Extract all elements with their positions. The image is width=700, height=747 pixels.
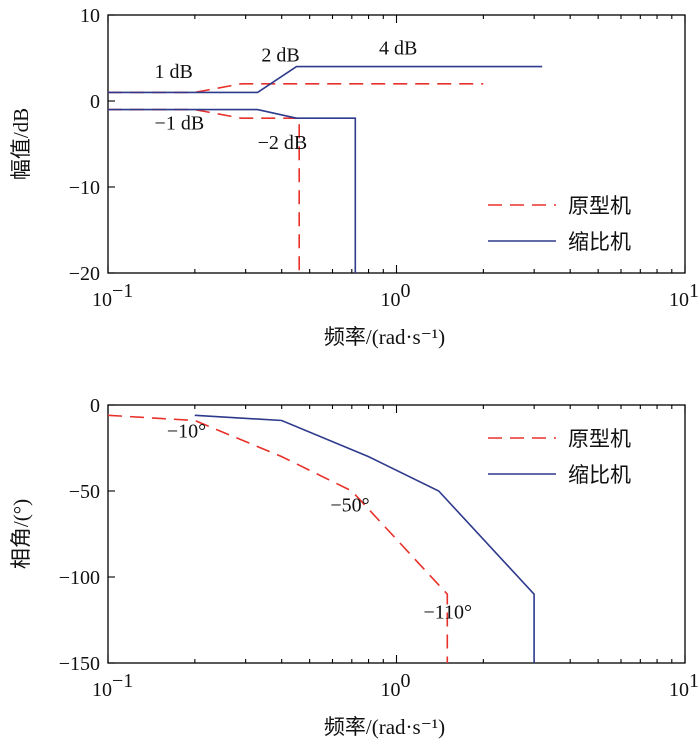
annotation-label: 4 dB — [379, 38, 417, 60]
annotation-label: −50° — [330, 495, 369, 517]
x-tick-label: 10 — [381, 289, 401, 311]
annotation-label: −1 dB — [155, 112, 205, 134]
x-tick-label: 10 — [92, 679, 112, 701]
y-axis-label: 相角/(°) — [9, 499, 33, 569]
x-axis-label: 频率/(rad·s⁻¹) — [324, 715, 445, 739]
y-tick-label: 0 — [90, 395, 100, 417]
annotation-label: 2 dB — [261, 44, 299, 66]
x-tick-exponent: 0 — [401, 280, 411, 302]
x-tick-label: 10 — [92, 289, 112, 311]
y-tick-label: −10 — [69, 177, 100, 199]
series-line-scaled — [108, 108, 357, 273]
y-tick-label: −20 — [69, 263, 100, 285]
x-tick-exponent: 1 — [689, 670, 699, 692]
x-tick-exponent: 1 — [689, 280, 699, 302]
y-tick-label: 10 — [80, 5, 100, 27]
series-line-scaled — [194, 414, 535, 663]
annotation-label: −10° — [167, 421, 206, 443]
y-tick-label: −150 — [59, 653, 100, 675]
annotation-label: −2 dB — [258, 132, 308, 154]
x-axis-label: 频率/(rad·s⁻¹) — [324, 325, 445, 349]
x-tick-exponent: −1 — [112, 670, 133, 692]
x-tick-label: 10 — [669, 679, 689, 701]
annotation-label: −110° — [423, 601, 472, 623]
legend-label: 缩比机 — [568, 463, 631, 487]
series-line-scaled — [108, 65, 543, 94]
series-line-prototype — [108, 414, 449, 663]
annotation-label: 1 dB — [155, 61, 193, 83]
y-tick-label: 0 — [90, 91, 100, 113]
y-tick-label: −100 — [59, 567, 100, 589]
legend-label: 缩比机 — [568, 230, 631, 254]
x-tick-exponent: −1 — [112, 280, 133, 302]
y-axis-label: 幅值/dB — [9, 108, 33, 180]
legend-label: 原型机 — [568, 427, 631, 451]
x-tick-exponent: 0 — [401, 670, 411, 692]
series-line-prototype — [108, 83, 484, 94]
legend-label: 原型机 — [568, 194, 631, 218]
x-tick-label: 10 — [381, 679, 401, 701]
y-tick-label: −50 — [69, 481, 100, 503]
x-tick-label: 10 — [669, 289, 689, 311]
